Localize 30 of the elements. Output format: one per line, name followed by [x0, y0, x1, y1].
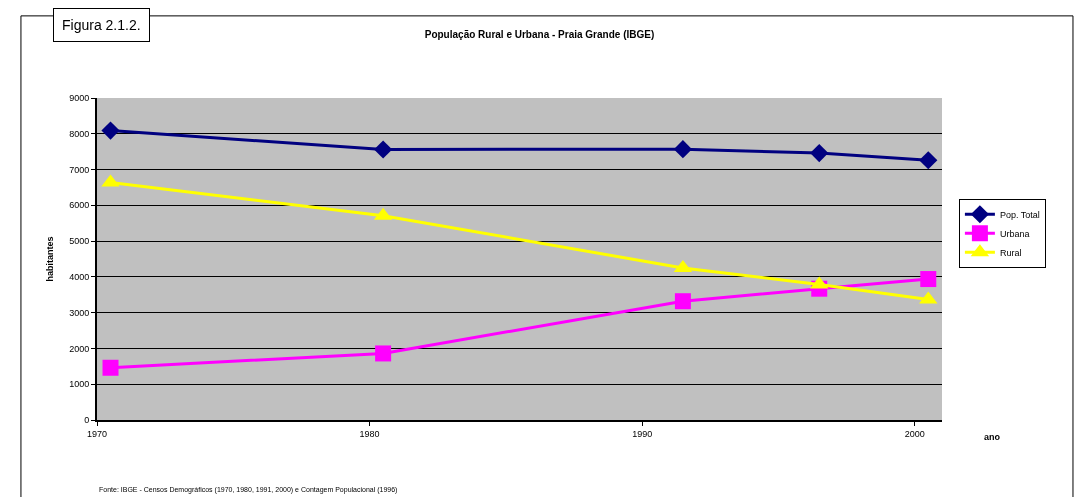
- x-tick-label: 1980: [359, 428, 380, 439]
- y-tick-label: 9000: [69, 93, 90, 104]
- x-tick-label: 1990: [632, 428, 653, 439]
- text: Figura 2.1.2.: [62, 17, 141, 33]
- point: [101, 121, 120, 140]
- y-tick-label: 3000: [69, 307, 90, 318]
- y-axis-title: habitantes: [45, 236, 56, 282]
- legend-label: Pop. Total: [999, 209, 1040, 220]
- chart-title: População Rural e Urbana - Praia Grande (IBGE): [424, 29, 655, 41]
- point: [374, 140, 393, 159]
- x-tick-label: 1970: [86, 428, 108, 439]
- y-tick-label: 6000: [69, 200, 90, 211]
- y-tick-label: 8000: [69, 128, 90, 139]
- y-tick-label: 7000: [69, 164, 90, 175]
- y-tick-label: 1000: [69, 379, 90, 390]
- y-tick-label: 2000: [69, 343, 90, 354]
- point: [673, 140, 692, 159]
- point: [919, 151, 938, 170]
- y-tick-label: 0: [84, 415, 90, 426]
- point: [920, 271, 937, 288]
- x-tick-label: 2000: [904, 428, 925, 439]
- point: [810, 144, 829, 163]
- point: [102, 359, 119, 376]
- legend-label: Urbana: [999, 228, 1030, 239]
- y-tick-label: 5000: [69, 236, 90, 247]
- point: [375, 345, 392, 362]
- legend-label: Rural: [999, 247, 1022, 258]
- x-axis-title: ano: [984, 432, 1001, 442]
- y-tick-label: 4000: [69, 272, 90, 283]
- point: [674, 293, 691, 310]
